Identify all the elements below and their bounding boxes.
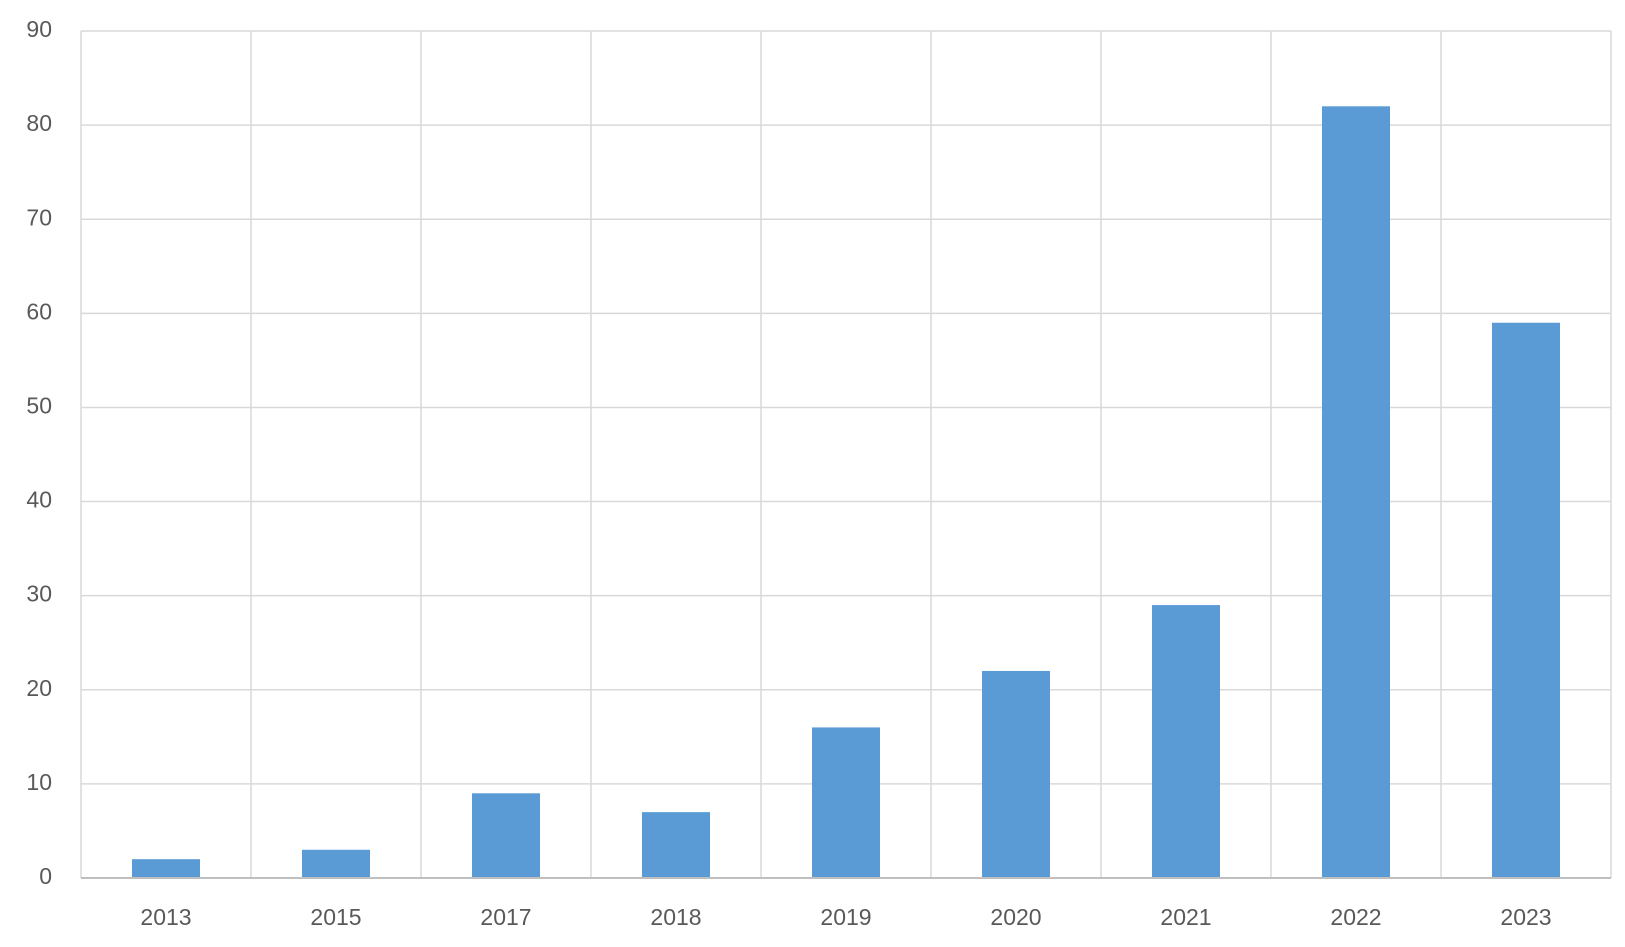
y-tick-label: 80	[26, 110, 52, 136]
x-tick-label: 2020	[990, 904, 1041, 930]
bar	[1152, 605, 1220, 878]
x-tick-label: 2023	[1500, 904, 1551, 930]
bar	[132, 859, 200, 878]
x-tick-label: 2017	[480, 904, 531, 930]
bar	[1492, 322, 1560, 878]
x-tick-label: 2021	[1160, 904, 1211, 930]
y-tick-label: 40	[26, 487, 52, 513]
y-tick-label: 20	[26, 675, 52, 701]
bar	[642, 812, 710, 878]
x-tick-label: 2013	[140, 904, 191, 930]
x-tick-label: 2019	[820, 904, 871, 930]
y-tick-label: 30	[26, 581, 52, 607]
x-tick-label: 2018	[650, 904, 701, 930]
bar	[302, 849, 370, 878]
x-tick-label: 2022	[1330, 904, 1381, 930]
bar	[812, 727, 880, 878]
y-tick-label: 90	[26, 16, 52, 42]
bar	[982, 670, 1050, 878]
y-tick-label: 10	[26, 769, 52, 795]
y-tick-label: 70	[26, 204, 52, 230]
y-tick-label: 50	[26, 393, 52, 419]
bar	[472, 793, 540, 878]
bar	[1322, 106, 1390, 879]
y-tick-label: 60	[26, 298, 52, 324]
x-tick-label: 2015	[310, 904, 361, 930]
y-tick-label: 0	[39, 863, 52, 889]
